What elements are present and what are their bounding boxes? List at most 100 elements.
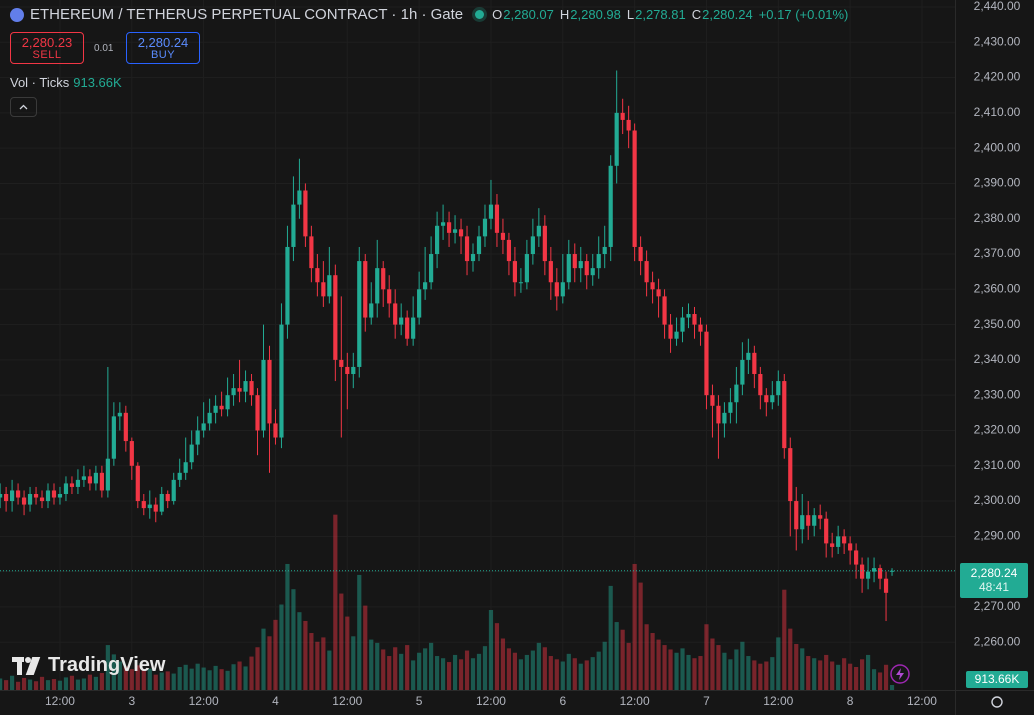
candle-body — [686, 314, 691, 318]
candle-body — [261, 359, 266, 431]
ohlc-change: +0.17 (+0.01%) — [758, 7, 849, 22]
ohlc-key: H — [559, 7, 570, 22]
volume-bar — [698, 656, 703, 690]
volume-bar — [159, 672, 164, 690]
volume-bar — [548, 656, 553, 690]
ohlc-value: 2,278.81 — [635, 7, 686, 22]
buy-price: 2,280.24 — [137, 35, 189, 50]
candle-body — [129, 441, 134, 466]
candle-body — [315, 268, 320, 283]
volume-bar — [183, 664, 188, 690]
volume-bar — [255, 647, 260, 690]
volume-bar — [9, 675, 15, 690]
volume-bar — [321, 637, 326, 690]
candle-body — [620, 112, 625, 120]
candle-body — [369, 303, 374, 318]
volume-bar — [440, 658, 446, 690]
volume-bar — [842, 658, 847, 690]
candle-body — [889, 570, 895, 572]
candle-body — [135, 465, 140, 502]
ohlc-value: 2,280.98 — [570, 7, 621, 22]
candle-body — [417, 289, 422, 318]
candle-body — [656, 289, 661, 297]
candle-body — [39, 497, 45, 502]
candle-body — [27, 493, 33, 505]
chart-title[interactable]: ETHEREUM / TETHERUS PERPETUAL CONTRACT ·… — [30, 6, 464, 23]
volume-bar — [554, 659, 559, 690]
candle-body — [195, 430, 200, 445]
candle-body — [578, 261, 583, 269]
volume-bar — [285, 563, 290, 690]
x-tick-label: 4 — [272, 694, 279, 708]
candle-body — [75, 479, 81, 487]
candle-body — [452, 229, 458, 233]
countdown: 48:41 — [978, 580, 1010, 594]
candle-body — [584, 261, 589, 276]
volume-bar — [0, 678, 3, 690]
settings-icon[interactable] — [991, 696, 1003, 708]
volume-bar — [668, 649, 673, 690]
volume-bar — [33, 681, 39, 690]
volume-bar — [4, 680, 9, 690]
volume-bar — [883, 664, 889, 690]
x-tick-label: 12:00 — [907, 694, 937, 708]
x-tick-label: 12:00 — [332, 694, 362, 708]
x-tick-label: 8 — [847, 694, 854, 708]
volume-bar — [782, 589, 787, 690]
buy-button[interactable]: 2,280.24 BUY — [126, 32, 200, 64]
volume-bar — [656, 639, 661, 690]
candle-body — [812, 515, 817, 526]
candle-body — [680, 317, 685, 332]
caret-icon — [19, 104, 28, 110]
y-tick-label: 2,260.00 — [974, 634, 1021, 648]
volume-bar — [411, 660, 416, 690]
candle-body — [542, 225, 547, 262]
volume-bar — [213, 665, 218, 690]
logo: TradingView — [12, 654, 165, 677]
logo-mark — [12, 656, 42, 675]
volume-bar — [830, 661, 835, 690]
candle-body — [500, 232, 506, 240]
market-status — [475, 10, 485, 19]
sell-button[interactable]: 2,280.23 SELL — [10, 32, 84, 64]
y-tick-label: 2,390.00 — [974, 176, 1021, 190]
volume-bar — [746, 656, 751, 690]
volume-bar — [69, 675, 75, 690]
volume-bar — [99, 673, 104, 690]
ohlc-value: 2,280.07 — [503, 7, 554, 22]
collapse-button[interactable] — [10, 97, 37, 117]
candle-body — [470, 254, 476, 262]
candle-body — [704, 331, 709, 396]
candle-body — [255, 395, 260, 431]
volume-bar — [249, 656, 254, 690]
volume-legend-value: 913.66K — [73, 75, 122, 90]
candle-body — [770, 395, 775, 403]
candle-body — [399, 317, 404, 325]
candle-body — [434, 225, 440, 255]
candle-body — [692, 314, 697, 325]
volume-bar — [87, 674, 93, 690]
volume-bar — [764, 661, 769, 690]
y-tick-label: 2,330.00 — [974, 387, 1021, 401]
candle-body — [33, 493, 39, 498]
volume-bar — [171, 673, 176, 690]
candle-body — [279, 324, 284, 438]
volume-bar — [776, 637, 781, 690]
candle-body — [512, 261, 518, 283]
candle-body — [734, 384, 739, 403]
candle-body — [237, 388, 242, 392]
volume-bar — [105, 645, 110, 690]
candle-body — [327, 275, 332, 297]
header: ETHEREUM / TETHERUS PERPETUAL CONTRACT ·… — [0, 0, 955, 130]
volume-bar — [243, 666, 248, 690]
candle-body — [728, 402, 733, 413]
volume-bar — [758, 663, 763, 690]
volume-bar — [15, 681, 21, 690]
volume-bar — [686, 654, 691, 690]
volume-bar — [399, 653, 404, 690]
candle-body — [123, 412, 128, 442]
volume-bar — [860, 659, 865, 690]
ohlc-key: L — [626, 7, 635, 22]
volume-bar — [129, 669, 134, 690]
candle-body — [650, 282, 655, 290]
